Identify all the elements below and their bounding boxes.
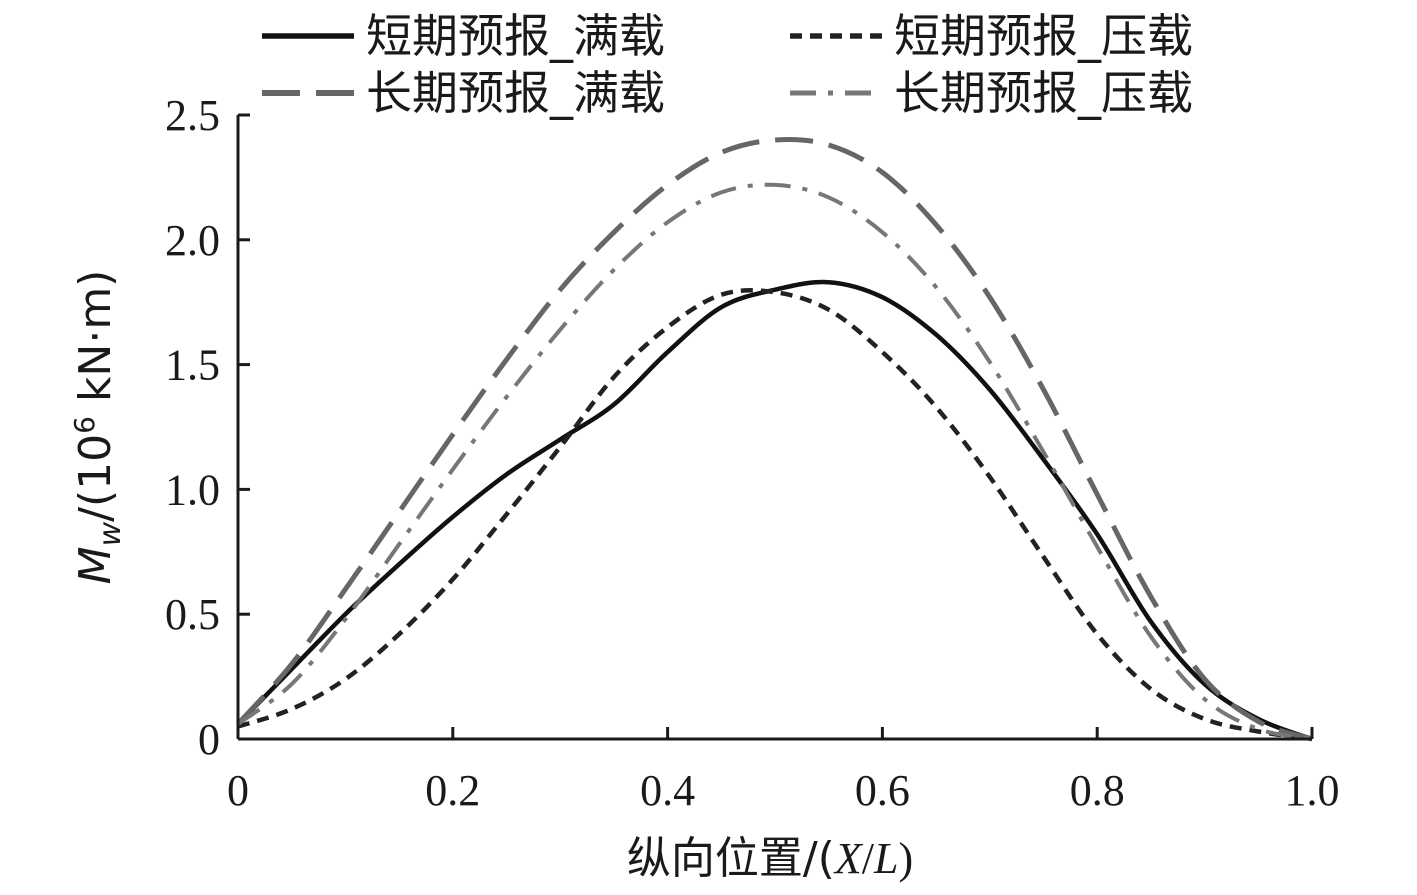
- series-line-short-term-full-load: [236, 279, 1313, 742]
- y-tick-label: 0.5: [165, 590, 220, 639]
- legend-label-short-term-full-load: 短期预报_满载: [366, 9, 665, 63]
- series-line-long-term-ballast: [236, 182, 1313, 741]
- x-tick-label: 0.8: [1070, 766, 1125, 815]
- legend-label-long-term-full-load: 长期预报_满载: [366, 66, 665, 120]
- x-tick-label: 1.0: [1285, 766, 1340, 815]
- ticks: 0 0.2 0.4 0.6 0.8 1.0 0 0.5 1.0 1.5 2.0 2.5: [165, 91, 1340, 815]
- series-layer: [236, 136, 1313, 742]
- x-tick-label: 0.4: [640, 766, 695, 815]
- y-axis-title: Mw/(106 kN·m): [68, 270, 128, 585]
- y-tick-label: 0: [198, 715, 220, 764]
- legend-label-short-term-ballast: 短期预报_压载: [894, 9, 1193, 63]
- x-tick-label: 0.6: [855, 766, 910, 815]
- x-axis-title: 纵向位置/(X/L): [627, 833, 913, 884]
- series-line-long-term-full-load: [236, 136, 1313, 742]
- x-tick-label: 0: [227, 766, 249, 815]
- series-line-short-term-ballast: [237, 288, 1313, 742]
- y-tick-label: 1.5: [165, 341, 220, 390]
- y-tick-label: 2.5: [165, 91, 220, 140]
- axes: [236, 115, 1312, 741]
- y-tick-label: 2.0: [165, 216, 220, 265]
- x-tick-label: 0.2: [425, 766, 480, 815]
- y-tick-label: 1.0: [165, 465, 220, 514]
- legend-label-long-term-ballast: 长期预报_压载: [894, 66, 1193, 120]
